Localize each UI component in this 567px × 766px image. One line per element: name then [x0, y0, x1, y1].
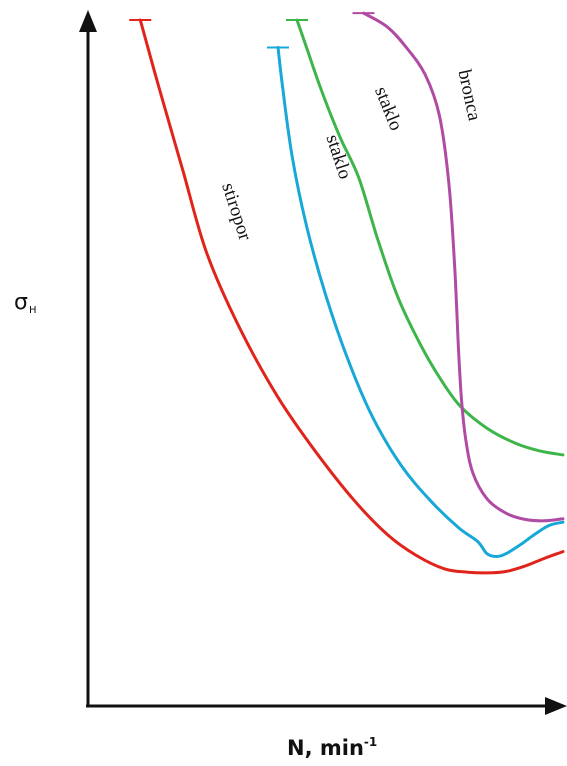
series-label-bronca-3: bronca [453, 68, 484, 123]
x-axis-arrowhead-icon [545, 697, 567, 715]
y-axis-arrowhead-icon [79, 10, 97, 32]
curves-layer [129, 11, 565, 575]
axes [79, 10, 567, 715]
series-line-bronca-3 [362, 11, 565, 523]
series-label-staklo-1: staklo [321, 132, 355, 182]
series-line-stiropor-0 [138, 18, 565, 575]
x-axis-label: N, min-1 [287, 735, 377, 760]
y-axis-label-symbol: σ [14, 290, 28, 315]
x-axis-label-superscript: -1 [364, 735, 377, 749]
series-line-staklo-2 [295, 18, 565, 457]
x-axis-label-text: N, min [287, 736, 364, 760]
series-label-staklo-2: staklo [370, 84, 406, 134]
y-axis-label-subscript: H [29, 305, 37, 316]
y-axis-label: σH [14, 290, 36, 316]
series-label-stiropor-0: stiropor [217, 180, 255, 243]
series-line-staklo-1 [276, 45, 565, 558]
